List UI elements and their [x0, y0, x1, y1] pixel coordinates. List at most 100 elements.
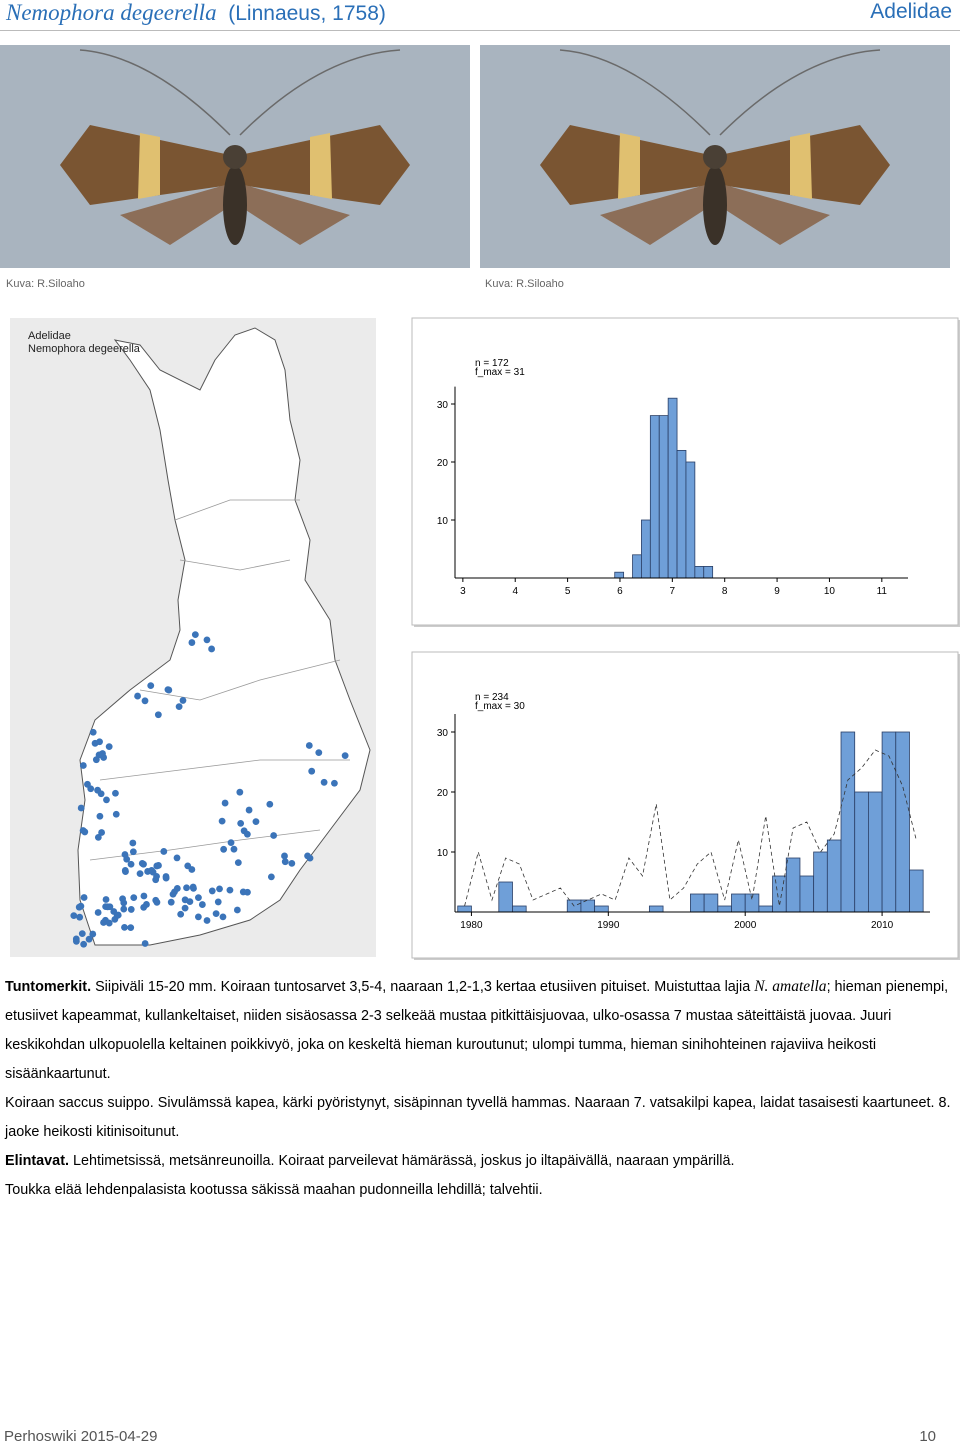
bar [632, 554, 642, 579]
text: ; hieman pienempi, etusiivet kapeammat, … [5, 979, 949, 1082]
bar [512, 905, 527, 913]
footer-left: Perhoswiki 2015-04-29 [4, 1428, 158, 1445]
map-dot [171, 888, 178, 896]
text: Lehtimetsissä, metsänreunoilla. Koiraat … [72, 1153, 735, 1169]
bar [772, 875, 787, 913]
species: Nemophora degeerella [6, 0, 217, 25]
page-number: 10 [919, 1428, 936, 1445]
bar [799, 875, 815, 913]
bar [648, 905, 664, 913]
map-dot [104, 903, 112, 911]
map-dot [129, 839, 137, 847]
map-dot [98, 829, 105, 836]
bar [703, 893, 719, 913]
map-dot [102, 896, 110, 903]
map-dot [305, 742, 313, 749]
map-dot [175, 703, 183, 711]
bar [498, 881, 513, 913]
map-dot [270, 832, 278, 839]
figures: Kuva: R.Siloaho Kuva: R.Siloaho Adelidae… [0, 44, 960, 960]
x-tick-label: 10 [824, 586, 836, 597]
x-tick-label: 5 [565, 586, 571, 597]
map-dot [78, 930, 86, 938]
map-dot [134, 692, 141, 700]
map-dot [79, 762, 87, 769]
map-dot [288, 859, 296, 867]
y-tick-label: 30 [437, 728, 449, 739]
map-dot [281, 852, 288, 860]
map-species: Nemophora degeerella [28, 343, 141, 355]
x-tick-label: 8 [722, 586, 728, 597]
x-tick-label: 3 [460, 586, 466, 597]
map-dot [77, 902, 85, 910]
map-dot [154, 711, 162, 719]
map-dot [189, 883, 197, 891]
map-dot [99, 750, 106, 757]
map-dot [208, 887, 216, 895]
map-dot [266, 800, 274, 808]
annotation: f_max = 30 [475, 701, 525, 712]
y-tick-label: 30 [437, 400, 449, 411]
map-dot [181, 896, 189, 904]
map-dot [239, 888, 247, 896]
x-tick-label: 11 [877, 586, 888, 597]
map-dot [245, 806, 253, 814]
x-tick-label: 1990 [597, 920, 620, 931]
map-dot [177, 910, 185, 918]
bar [744, 893, 760, 913]
x-tick-label: 4 [512, 586, 518, 597]
photo-credit: Kuva: R.Siloaho [6, 278, 85, 290]
y-tick-label: 20 [437, 458, 449, 469]
bar [868, 791, 883, 913]
x-tick-label: 7 [670, 586, 676, 597]
map-dot [136, 870, 144, 878]
map-dot [84, 780, 91, 788]
map-family: Adelidae [28, 330, 71, 342]
map-dot [237, 819, 245, 827]
map-dot [221, 799, 229, 807]
y-tick-label: 10 [437, 848, 449, 859]
bar [895, 731, 910, 913]
bar [658, 415, 669, 579]
bar [826, 839, 842, 913]
map-dot [140, 903, 148, 911]
map-dot [194, 913, 202, 921]
map-dot [233, 906, 241, 914]
author: (Linnaeus, 1758) [228, 2, 386, 25]
map-dot [105, 743, 113, 751]
map-dot [184, 862, 192, 870]
paragraph: Koiraan saccus suippo. Sivulämssä kapea,… [5, 1095, 951, 1140]
paragraph: Tuntomerkit. Siipiväli 15-20 mm. Koiraan… [5, 972, 957, 1089]
bar [594, 905, 609, 913]
map-dot [188, 639, 196, 646]
y-tick-label: 10 [437, 516, 449, 527]
map-dot [173, 854, 181, 862]
map-dot [70, 912, 78, 920]
x-tick-label: 6 [617, 586, 623, 597]
map-dot [304, 852, 311, 860]
bar [854, 791, 869, 913]
x-tick-label: 2010 [871, 920, 894, 931]
map-dot [267, 873, 275, 881]
map-dot [129, 848, 137, 856]
map-dot [183, 884, 190, 892]
map-dot [94, 909, 102, 916]
annotation: f_max = 31 [475, 367, 525, 378]
map-dot [138, 859, 146, 867]
paragraph: Elintavat. Lehtimetsissä, metsänreunoill… [5, 1147, 957, 1176]
map-dot [141, 697, 149, 705]
bar [758, 905, 773, 913]
bar [785, 857, 801, 913]
heading: Elintavat. [5, 1153, 69, 1169]
map-dot [203, 917, 211, 924]
bar [694, 566, 705, 579]
x-tick-label: 1980 [460, 920, 483, 931]
text: Siipiväli 15-20 mm. Koiraan tuntosarvet … [95, 979, 751, 995]
map-dot [120, 899, 128, 907]
header-rule [0, 30, 960, 31]
map-dot [320, 778, 328, 786]
map-dot [85, 935, 93, 943]
bar [813, 851, 828, 913]
bar [676, 449, 687, 579]
